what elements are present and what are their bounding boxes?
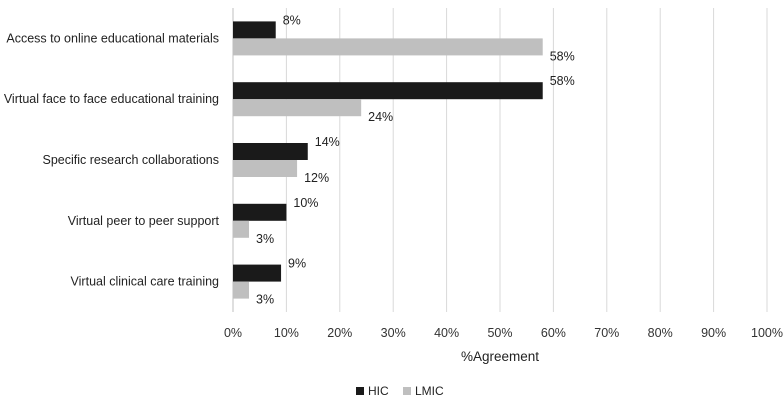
data-label-lmic: 3% — [256, 293, 274, 307]
data-labels: 8% 58% 58% 24% 14% 12% 10% 3% 9% 3% — [256, 13, 575, 306]
x-tick-label: 80% — [648, 326, 673, 340]
bar-lmic — [233, 160, 298, 177]
bar-lmic — [233, 220, 250, 238]
x-tick-labels: 0% 10% 20% 30% 40% 50% 60% 70% 80% 90% 100% — [224, 326, 783, 340]
legend-label-hic: HIC — [368, 384, 389, 398]
category-label: Virtual peer to peer support — [68, 214, 220, 228]
data-label-hic: 14% — [315, 135, 340, 149]
data-label-lmic: 12% — [304, 171, 329, 185]
x-tick-label: 60% — [541, 326, 566, 340]
category-labels: Access to online educational materials Vi… — [4, 31, 220, 288]
x-tick-label: 30% — [381, 326, 406, 340]
x-tick-label: 70% — [594, 326, 619, 340]
x-tick-label: 40% — [434, 326, 459, 340]
category-label: Specific research collaborations — [43, 153, 219, 167]
bar-lmic — [233, 38, 543, 56]
x-tick-label: 10% — [274, 326, 299, 340]
x-tick-label: 20% — [327, 326, 352, 340]
x-tick-label: 0% — [224, 326, 242, 340]
bar-hic — [233, 21, 276, 39]
data-label-lmic: 24% — [368, 110, 393, 124]
x-tick-label: 100% — [751, 326, 783, 340]
legend-label-lmic: LMIC — [415, 384, 444, 398]
bars-group — [233, 21, 543, 299]
legend-swatch-lmic — [403, 387, 411, 395]
bar-hic — [233, 264, 282, 282]
bar-hic — [233, 203, 287, 221]
legend-swatch-hic — [356, 387, 364, 395]
data-label-lmic: 58% — [550, 49, 575, 63]
legend: HIC LMIC — [356, 384, 444, 398]
category-label: Access to online educational materials — [6, 31, 219, 45]
x-tick-label: 90% — [701, 326, 726, 340]
bar-lmic — [233, 281, 250, 299]
category-label: Virtual clinical care training — [71, 275, 219, 289]
gridlines — [232, 8, 768, 312]
x-axis-title: %Agreement — [461, 349, 539, 364]
data-label-hic: 8% — [283, 13, 301, 27]
data-label-lmic: 3% — [256, 232, 274, 246]
x-tick-label: 50% — [487, 326, 512, 340]
bar-lmic — [233, 99, 362, 117]
bar-hic — [233, 82, 543, 100]
data-label-hic: 9% — [288, 257, 306, 271]
category-label: Virtual face to face educational trainin… — [4, 92, 219, 106]
bar-hic — [233, 143, 308, 160]
data-label-hic: 58% — [550, 74, 575, 88]
data-label-hic: 10% — [293, 196, 318, 210]
